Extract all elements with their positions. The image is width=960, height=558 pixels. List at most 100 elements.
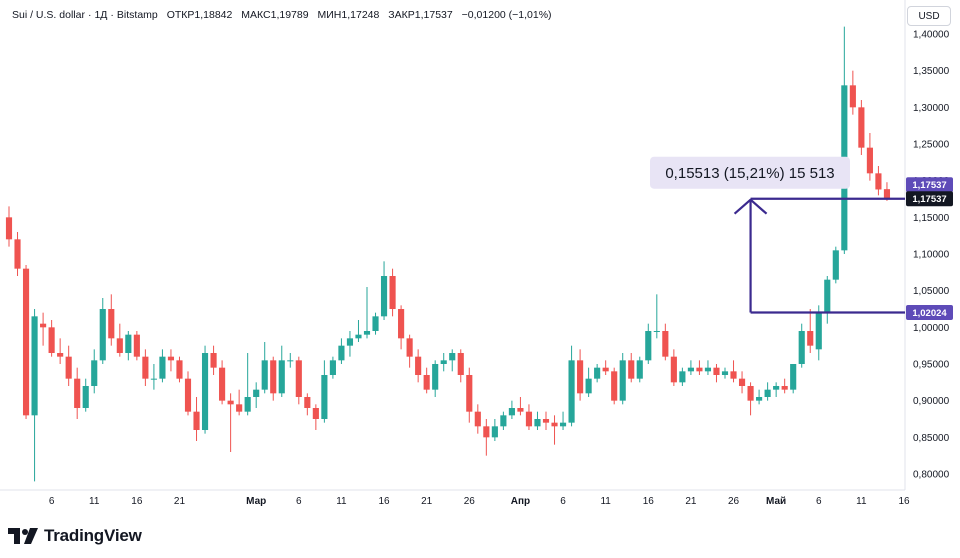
time-tick-label: 6 bbox=[49, 496, 55, 507]
candle-body bbox=[57, 353, 64, 357]
candle-body bbox=[22, 268, 30, 416]
candle bbox=[278, 345, 285, 397]
currency-button[interactable]: USD bbox=[907, 6, 951, 26]
price-tick-label: 1,15000 bbox=[913, 213, 950, 224]
candle bbox=[116, 323, 123, 357]
candle bbox=[125, 331, 132, 361]
time-tick-label: 26 bbox=[464, 496, 476, 507]
candle bbox=[619, 353, 626, 405]
candle-body bbox=[184, 378, 192, 412]
candle-body bbox=[133, 334, 140, 357]
symbol-legend: Sui / U.S. dollar · 1Д · Bitstamp ОТКР1,1884… bbox=[12, 9, 552, 21]
candle bbox=[432, 360, 439, 397]
price-tick-label: 1,35000 bbox=[913, 66, 950, 77]
time-axis[interactable]: 6 11 16 21 Мар 6 11 16 21 26 Апр 6 11 16 21 26 Май 6 11 16 bbox=[49, 496, 910, 507]
candle-body bbox=[525, 411, 533, 427]
candle-body bbox=[747, 386, 754, 401]
candle-body bbox=[466, 375, 473, 412]
candle bbox=[696, 360, 703, 375]
measure-tool[interactable]: 0,15513 (15,21%) 15 513 bbox=[650, 156, 905, 314]
time-tick-label: 21 bbox=[421, 496, 433, 507]
candle-body bbox=[116, 338, 123, 353]
candle-body bbox=[355, 334, 362, 339]
low-value: 1,17248 bbox=[341, 9, 380, 21]
candle-body bbox=[253, 389, 260, 397]
measure-arrowhead bbox=[733, 198, 768, 215]
time-tick-label: 26 bbox=[728, 496, 740, 507]
price-tick-label: 0,80000 bbox=[913, 470, 950, 481]
candle bbox=[653, 294, 660, 339]
candle bbox=[790, 364, 797, 394]
price-tick-label: 1,10000 bbox=[913, 250, 950, 261]
candle-body bbox=[849, 85, 856, 108]
time-tick-label: 6 bbox=[296, 496, 302, 507]
time-tick-label: 16 bbox=[378, 496, 390, 507]
candle bbox=[542, 411, 550, 430]
measure-label-box bbox=[650, 156, 850, 189]
candle bbox=[48, 320, 55, 357]
candle-body bbox=[31, 316, 38, 416]
candle-body bbox=[48, 327, 55, 353]
candle bbox=[406, 334, 413, 368]
last-price-label: 1,17537 bbox=[906, 191, 953, 207]
candle bbox=[645, 323, 652, 364]
candle-body bbox=[406, 338, 413, 357]
candle-body bbox=[295, 360, 302, 397]
close-value: 1,17537 bbox=[414, 9, 453, 21]
candle bbox=[236, 389, 243, 416]
price-axis[interactable]: 1,400001,350001,300001,250001,200001,150… bbox=[913, 30, 950, 481]
measure-price-label: 1,02024 bbox=[906, 304, 953, 320]
candle bbox=[662, 323, 669, 361]
candle bbox=[108, 294, 115, 346]
candle-body bbox=[261, 360, 268, 390]
svg-text:1,02024: 1,02024 bbox=[912, 308, 947, 319]
candle-body bbox=[815, 312, 822, 350]
candle-body bbox=[40, 323, 47, 328]
candle bbox=[781, 378, 788, 394]
candle bbox=[483, 419, 490, 456]
candle bbox=[721, 367, 729, 379]
candle bbox=[602, 360, 609, 375]
candle-body bbox=[636, 360, 643, 379]
candle-body bbox=[500, 415, 507, 427]
candle bbox=[738, 371, 746, 394]
candle bbox=[57, 338, 64, 364]
candle-body bbox=[653, 331, 660, 332]
tradingview-logo[interactable]: TradingView bbox=[8, 526, 142, 546]
candle bbox=[415, 349, 422, 383]
candle bbox=[159, 349, 166, 383]
close-label: ЗАКР bbox=[388, 9, 415, 21]
candle bbox=[594, 364, 601, 383]
interval[interactable]: 1Д bbox=[94, 9, 108, 21]
candle bbox=[14, 232, 21, 276]
candle-body bbox=[236, 404, 243, 412]
candle-body bbox=[227, 400, 234, 405]
candle-body bbox=[619, 360, 626, 401]
candle bbox=[517, 397, 524, 416]
candle bbox=[346, 331, 354, 357]
candle-body bbox=[74, 378, 81, 408]
candle-body bbox=[150, 378, 157, 380]
candle bbox=[687, 360, 694, 375]
candle bbox=[22, 265, 30, 419]
time-tick-label: 11 bbox=[856, 496, 867, 507]
candle bbox=[338, 338, 345, 364]
time-tick-label: 21 bbox=[174, 496, 186, 507]
candle-body bbox=[270, 360, 277, 394]
time-tick-label: 16 bbox=[643, 496, 655, 507]
time-tick-label: 11 bbox=[89, 496, 100, 507]
candle bbox=[5, 206, 13, 247]
candle-body bbox=[594, 367, 601, 379]
price-tick-label: 0,90000 bbox=[913, 396, 950, 407]
candle-body bbox=[773, 386, 780, 390]
candle bbox=[764, 382, 771, 401]
measure-price-label: 1,17537 bbox=[906, 177, 953, 193]
low-label: МИН bbox=[317, 9, 342, 21]
candle-body bbox=[687, 367, 694, 372]
symbol-name[interactable]: Sui / U.S. dollar bbox=[12, 9, 85, 21]
candle bbox=[815, 305, 822, 361]
candle bbox=[568, 345, 575, 427]
candle-body bbox=[474, 411, 481, 427]
